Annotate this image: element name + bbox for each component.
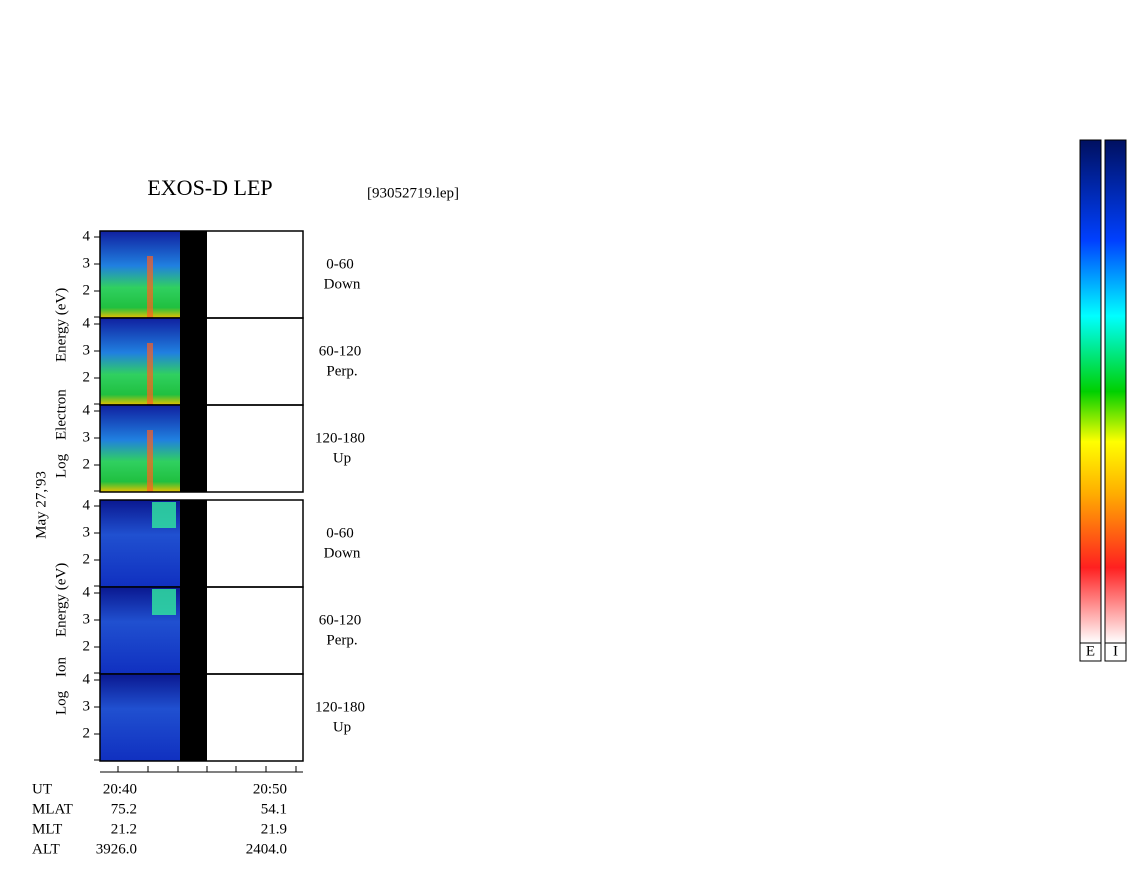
y-tick-label: 2 <box>83 369 91 385</box>
row-label: MLAT <box>32 801 73 817</box>
row-value: 20:40 <box>103 781 137 797</box>
panel-direction: Up <box>333 450 351 466</box>
row-value: 2404.0 <box>246 841 287 857</box>
row-label: UT <box>32 781 52 797</box>
axis-label: Energy (eV) <box>53 563 69 637</box>
y-tick-label: 2 <box>83 638 91 654</box>
y-tick-label: 2 <box>83 282 91 298</box>
color-bar-label-box <box>1104 642 1127 662</box>
y-tick-label: 4 <box>83 497 91 513</box>
y-tick-label: 4 <box>83 671 91 687</box>
y-tick-label: 3 <box>83 429 91 445</box>
y-tick-label: 4 <box>83 228 91 244</box>
date: May 27,'93 <box>33 471 49 539</box>
axis-label: Log <box>53 453 69 478</box>
y-tick-label: 2 <box>83 456 91 472</box>
color-bar-label-box <box>1079 642 1102 662</box>
y-tick-label: 2 <box>83 551 91 567</box>
panel-frame <box>99 673 304 762</box>
y-tick-label: 4 <box>83 584 91 600</box>
y-tick-label: 3 <box>83 698 91 714</box>
row-value: 21.9 <box>261 821 287 837</box>
row-value: 75.2 <box>111 801 137 817</box>
panel-range: 60-120 <box>319 343 362 359</box>
panel-range: 60-120 <box>319 612 362 628</box>
color-bar <box>1079 139 1102 644</box>
panel-direction: Perp. <box>326 363 357 379</box>
burst <box>147 343 153 405</box>
y-tick-label: 3 <box>83 611 91 627</box>
axis-label: Log <box>53 690 69 715</box>
data-gap <box>180 231 207 318</box>
row-value: 20:50 <box>253 781 287 797</box>
axis-label: Electron <box>53 389 69 440</box>
axis-label: Ion <box>53 657 69 677</box>
burst <box>147 430 153 492</box>
panel-direction: Down <box>324 545 361 561</box>
panel-direction: Up <box>333 719 351 735</box>
spectrogram <box>100 318 180 405</box>
y-tick-label: 3 <box>83 255 91 271</box>
row-label: ALT <box>32 841 60 857</box>
burst <box>147 256 153 318</box>
y-tick-label: 4 <box>83 402 91 418</box>
color-bar-label: I <box>1113 643 1118 659</box>
spectrogram <box>100 231 180 318</box>
panel-range: 120-180 <box>315 699 365 715</box>
burst <box>152 589 176 615</box>
data-gap <box>180 500 207 587</box>
row-value: 3926.0 <box>96 841 137 857</box>
burst <box>152 502 176 528</box>
color-bar <box>1104 139 1127 644</box>
data-gap <box>180 405 207 492</box>
y-tick-label: 3 <box>83 524 91 540</box>
panel-range: 0-60 <box>326 256 354 272</box>
panel-direction: Down <box>324 276 361 292</box>
data-gap <box>180 587 207 674</box>
data-gap <box>180 674 207 761</box>
panel-range: 120-180 <box>315 430 365 446</box>
row-value: 54.1 <box>261 801 287 817</box>
file-name: [93052719.lep] <box>367 185 459 201</box>
y-tick-label: 3 <box>83 342 91 358</box>
title: EXOS-D LEP <box>147 175 272 200</box>
panel-frame <box>99 404 304 493</box>
row-value: 21.2 <box>111 821 137 837</box>
y-tick-label: 4 <box>83 315 91 331</box>
panel-range: 0-60 <box>326 525 354 541</box>
row-label: MLT <box>32 821 62 837</box>
color-bar-label: E <box>1086 643 1095 659</box>
spectrogram <box>100 405 180 492</box>
spectrogram <box>100 674 180 761</box>
panel-direction: Perp. <box>326 632 357 648</box>
axis-label: Energy (eV) <box>53 288 69 362</box>
y-tick-label: 2 <box>83 725 91 741</box>
data-gap <box>180 318 207 405</box>
